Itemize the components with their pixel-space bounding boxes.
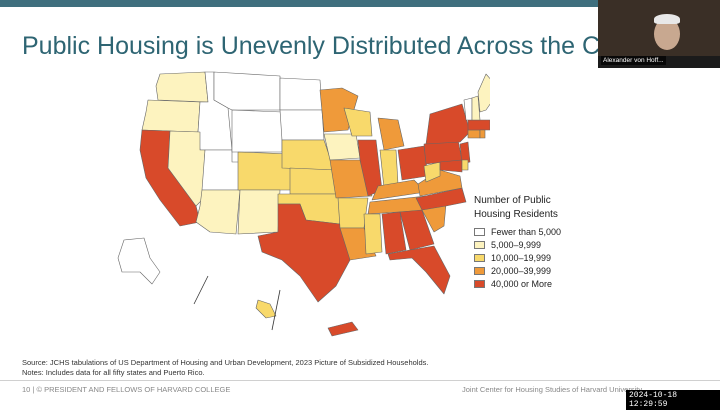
state-OR bbox=[141, 99, 201, 133]
legend-label: 10,000–19,999 bbox=[491, 253, 552, 263]
state-MS bbox=[363, 213, 383, 255]
state-HI bbox=[255, 299, 277, 319]
footer-divider bbox=[0, 380, 720, 381]
state-KS bbox=[289, 167, 337, 195]
legend-label: 20,000–39,999 bbox=[491, 266, 552, 276]
state-FL bbox=[387, 245, 451, 295]
jchs-logo: JCHS bbox=[674, 372, 699, 382]
state-RI bbox=[479, 129, 486, 139]
state-MA bbox=[467, 119, 490, 131]
state-CT bbox=[467, 129, 481, 139]
top-accent-bar bbox=[0, 0, 720, 7]
state-OH bbox=[397, 145, 429, 181]
participant-video-tile[interactable]: Alexander von Hoff... bbox=[598, 0, 720, 68]
state-NJ bbox=[459, 141, 471, 165]
legend-swatch-4 bbox=[474, 280, 485, 288]
state-WI bbox=[343, 107, 373, 137]
footer-copyright: 10 | © PRESIDENT AND FELLOWS OF HARVARD … bbox=[22, 385, 231, 394]
state-NY bbox=[425, 103, 471, 145]
state-AK bbox=[117, 237, 161, 285]
notes-text: Notes: Includes data for all fifty state… bbox=[22, 368, 205, 377]
legend-item: 5,000–9,999 bbox=[474, 239, 561, 251]
legend-item: 10,000–19,999 bbox=[474, 252, 561, 264]
legend-swatch-2 bbox=[474, 254, 485, 262]
state-DE bbox=[461, 159, 469, 171]
state-NM bbox=[237, 189, 281, 235]
legend-swatch-1 bbox=[474, 241, 485, 249]
slide-title: Public Housing is Unevenly Distributed A… bbox=[22, 32, 628, 60]
participant-name: Alexander von Hoff... bbox=[601, 56, 666, 65]
legend-item: 40,000 or More bbox=[474, 278, 561, 290]
state-WA bbox=[155, 71, 209, 103]
state-PR bbox=[327, 321, 359, 337]
state-AZ bbox=[195, 189, 241, 235]
recording-timestamp: 2024-10-18 12:29:59 bbox=[626, 390, 720, 410]
participant-hair bbox=[654, 14, 680, 24]
legend-title-line2: Housing Residents bbox=[474, 209, 558, 220]
state-AR bbox=[337, 197, 369, 229]
legend-swatch-3 bbox=[474, 267, 485, 275]
inset-divider-alaska bbox=[193, 275, 209, 305]
us-choropleth-map bbox=[117, 71, 490, 337]
legend-label: 40,000 or More bbox=[491, 279, 553, 289]
state-SD bbox=[279, 109, 325, 141]
state-GA bbox=[399, 209, 435, 251]
legend-label: 5,000–9,999 bbox=[491, 240, 542, 250]
source-notes: Source: JCHS tabulations of US Departmen… bbox=[22, 358, 428, 378]
state-AL bbox=[381, 211, 407, 255]
state-NH bbox=[471, 95, 481, 121]
map-legend: Number of Public Housing Residents Fewer… bbox=[474, 194, 561, 291]
state-MD bbox=[439, 159, 463, 173]
legend-label: Fewer than 5,000 bbox=[491, 227, 562, 237]
inset-divider-hawaii bbox=[271, 289, 281, 331]
source-text: Source: JCHS tabulations of US Departmen… bbox=[22, 358, 429, 367]
state-WY bbox=[231, 109, 283, 153]
legend-item: Fewer than 5,000 bbox=[474, 226, 561, 238]
legend-swatch-0 bbox=[474, 228, 485, 236]
state-ND bbox=[279, 77, 323, 111]
state-IN bbox=[379, 149, 399, 189]
state-MI bbox=[377, 117, 405, 151]
state-MT bbox=[213, 71, 281, 111]
legend-title-line1: Number of Public bbox=[474, 195, 551, 206]
state-TX bbox=[257, 203, 351, 303]
state-MO bbox=[329, 159, 373, 199]
legend-item: 20,000–39,999 bbox=[474, 265, 561, 277]
state-IA bbox=[323, 133, 361, 161]
state-ME bbox=[477, 73, 490, 113]
footer-org-name: Joint Center for Housing Studies of Harv… bbox=[462, 385, 643, 394]
legend-title: Number of Public Housing Residents bbox=[474, 194, 561, 222]
